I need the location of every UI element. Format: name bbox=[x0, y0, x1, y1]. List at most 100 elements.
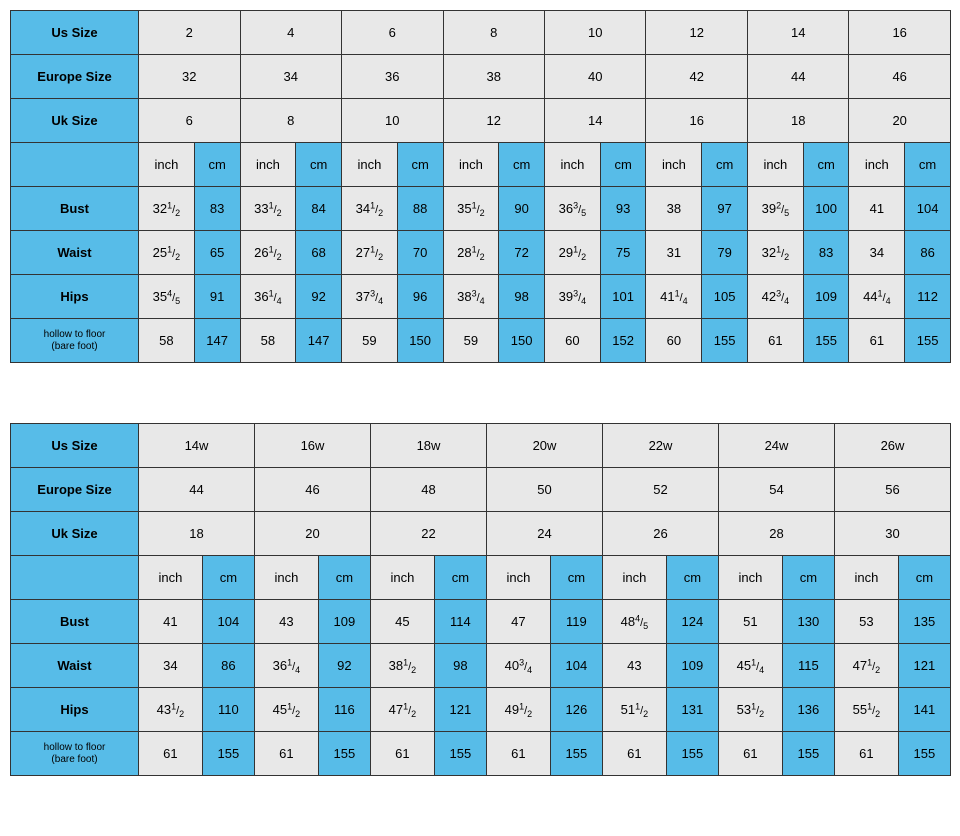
measure-inch: 60 bbox=[646, 319, 702, 363]
measure-inch: 451/4 bbox=[719, 644, 783, 688]
measure-inch: 43 bbox=[255, 600, 319, 644]
unit-inch: inch bbox=[139, 143, 195, 187]
measure-inch: 271/2 bbox=[342, 231, 398, 275]
unit-inch: inch bbox=[747, 143, 803, 187]
measure-label: Hips bbox=[11, 275, 139, 319]
size-header-value: 2 bbox=[139, 11, 241, 55]
measure-cm: 65 bbox=[194, 231, 240, 275]
measure-inch: 61 bbox=[487, 732, 551, 776]
measure-inch: 41 bbox=[139, 600, 203, 644]
measure-inch: 423/4 bbox=[747, 275, 803, 319]
measure-cm: 97 bbox=[702, 187, 748, 231]
size-header-value: 44 bbox=[139, 468, 255, 512]
measure-cm: 121 bbox=[898, 644, 950, 688]
measure-inch: 61 bbox=[849, 319, 905, 363]
size-header-value: 50 bbox=[487, 468, 603, 512]
measure-inch: 43 bbox=[603, 644, 667, 688]
measure-label: hollow to floor(bare foot) bbox=[11, 732, 139, 776]
size-header-value: 52 bbox=[603, 468, 719, 512]
table-gap bbox=[10, 363, 950, 423]
unit-inch: inch bbox=[240, 143, 296, 187]
unit-row-spacer bbox=[11, 556, 139, 600]
unit-cm: cm bbox=[434, 556, 486, 600]
measure-inch: 61 bbox=[371, 732, 435, 776]
measure-cm: 115 bbox=[782, 644, 834, 688]
measure-inch: 59 bbox=[342, 319, 398, 363]
measure-inch: 45 bbox=[371, 600, 435, 644]
unit-inch: inch bbox=[646, 143, 702, 187]
measure-cm: 88 bbox=[397, 187, 443, 231]
measure-inch: 61 bbox=[747, 319, 803, 363]
measure-cm: 96 bbox=[397, 275, 443, 319]
size-header-value: 42 bbox=[646, 55, 747, 99]
measure-inch: 47 bbox=[487, 600, 551, 644]
measure-cm: 98 bbox=[499, 275, 545, 319]
size-header-value: 22w bbox=[603, 424, 719, 468]
measure-cm: 105 bbox=[702, 275, 748, 319]
measure-inch: 403/4 bbox=[487, 644, 551, 688]
measure-cm: 155 bbox=[782, 732, 834, 776]
measure-cm: 75 bbox=[600, 231, 646, 275]
measure-cm: 136 bbox=[782, 688, 834, 732]
measure-inch: 34 bbox=[139, 644, 203, 688]
size-header-value: 26w bbox=[835, 424, 951, 468]
unit-cm: cm bbox=[905, 143, 951, 187]
measure-inch: 471/2 bbox=[835, 644, 899, 688]
measure-cm: 155 bbox=[434, 732, 486, 776]
measure-inch: 38 bbox=[646, 187, 702, 231]
measure-cm: 121 bbox=[434, 688, 486, 732]
size-table: Us Size246810121416Europe Size3234363840… bbox=[10, 10, 951, 363]
size-header-value: 24 bbox=[487, 512, 603, 556]
size-header-value: 54 bbox=[719, 468, 835, 512]
measure-cm: 155 bbox=[666, 732, 718, 776]
unit-row-spacer bbox=[11, 143, 139, 187]
measure-cm: 114 bbox=[434, 600, 486, 644]
measure-inch: 361/4 bbox=[240, 275, 296, 319]
unit-cm: cm bbox=[397, 143, 443, 187]
size-header-value: 18 bbox=[747, 99, 848, 143]
size-header-label: Us Size bbox=[11, 424, 139, 468]
measure-cm: 147 bbox=[194, 319, 240, 363]
size-chart-container: Us Size246810121416Europe Size3234363840… bbox=[10, 10, 950, 776]
measure-inch: 61 bbox=[139, 732, 203, 776]
size-header-value: 48 bbox=[371, 468, 487, 512]
size-header-value: 22 bbox=[371, 512, 487, 556]
measure-cm: 119 bbox=[550, 600, 602, 644]
size-header-value: 10 bbox=[342, 99, 444, 143]
size-header-value: 32 bbox=[139, 55, 241, 99]
measure-inch: 383/4 bbox=[443, 275, 499, 319]
size-header-label: Us Size bbox=[11, 11, 139, 55]
measure-inch: 484/5 bbox=[603, 600, 667, 644]
measure-inch: 431/2 bbox=[139, 688, 203, 732]
unit-inch: inch bbox=[371, 556, 435, 600]
size-header-label: Europe Size bbox=[11, 468, 139, 512]
measure-cm: 83 bbox=[194, 187, 240, 231]
measure-label: Bust bbox=[11, 187, 139, 231]
measure-inch: 531/2 bbox=[719, 688, 783, 732]
measure-cm: 109 bbox=[318, 600, 370, 644]
measure-inch: 373/4 bbox=[342, 275, 398, 319]
size-header-value: 16 bbox=[849, 11, 950, 55]
unit-cm: cm bbox=[499, 143, 545, 187]
measure-inch: 393/4 bbox=[545, 275, 601, 319]
measure-cm: 93 bbox=[600, 187, 646, 231]
size-header-value: 12 bbox=[443, 99, 545, 143]
measure-cm: 155 bbox=[803, 319, 849, 363]
size-header-value: 8 bbox=[443, 11, 545, 55]
measure-inch: 363/5 bbox=[545, 187, 601, 231]
size-header-value: 20 bbox=[849, 99, 950, 143]
measure-cm: 135 bbox=[898, 600, 950, 644]
unit-inch: inch bbox=[603, 556, 667, 600]
measure-inch: 51 bbox=[719, 600, 783, 644]
measure-cm: 83 bbox=[803, 231, 849, 275]
measure-cm: 101 bbox=[600, 275, 646, 319]
size-header-value: 10 bbox=[545, 11, 646, 55]
measure-cm: 155 bbox=[202, 732, 254, 776]
measure-inch: 61 bbox=[255, 732, 319, 776]
measure-inch: 321/2 bbox=[747, 231, 803, 275]
measure-cm: 84 bbox=[296, 187, 342, 231]
measure-cm: 155 bbox=[702, 319, 748, 363]
unit-inch: inch bbox=[719, 556, 783, 600]
measure-cm: 91 bbox=[194, 275, 240, 319]
measure-cm: 109 bbox=[666, 644, 718, 688]
